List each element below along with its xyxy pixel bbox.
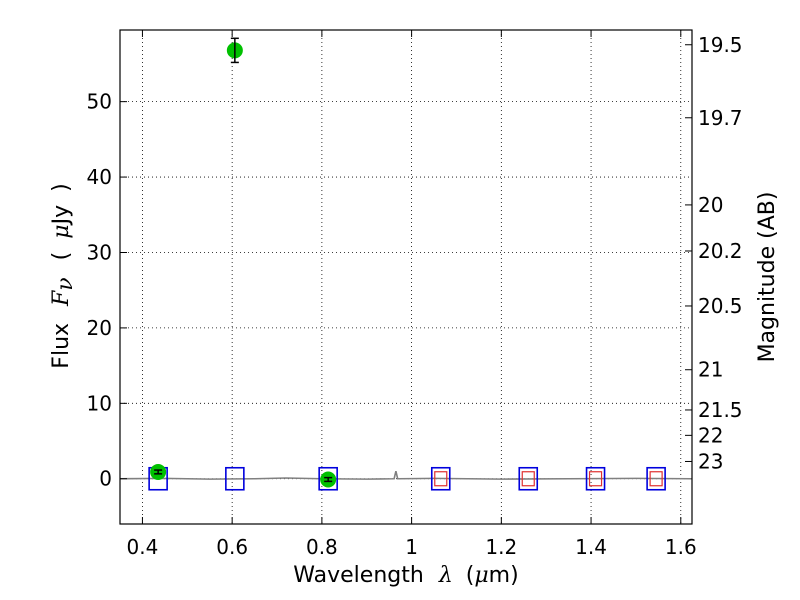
upper-limit-marker: [588, 471, 603, 487]
upper-limit-marker: [521, 471, 535, 487]
x-axis-title-prefix: Wavelength: [293, 563, 424, 588]
y-tick-label: 50: [87, 90, 112, 114]
model-photometry-marker: [646, 466, 666, 491]
model-spectrum-line: [119, 471, 693, 480]
y-axis-title-unit: Jy: [49, 205, 74, 227]
y2-tick-label: 19.7: [698, 106, 743, 130]
upper-limit-marker: [649, 471, 663, 487]
y-axis-title: Flux Fν ( μJy ): [49, 183, 78, 368]
y-tick-label: 10: [87, 391, 112, 415]
y-axis-title-symbol: F: [49, 290, 74, 307]
model-photometry-marker: [225, 466, 245, 491]
y-tick-label: 40: [87, 165, 112, 189]
x-tick-label: 0.8: [306, 535, 338, 559]
x-axis-title-unit: m: [489, 563, 510, 588]
x-tick-label: 1.2: [485, 535, 517, 559]
y-axis-title-subscript: ν: [53, 277, 78, 290]
y2-tick-label: 21: [698, 358, 723, 382]
upper-limit-marker: [434, 471, 448, 487]
x-tick-label: 1: [405, 535, 418, 559]
x-axis-title-mu: μ: [474, 563, 488, 588]
data-layer: [119, 37, 693, 491]
y2-tick-label: 19.5: [698, 33, 743, 57]
y-axis-title-prefix: Flux: [49, 323, 74, 369]
y2-tick-label: 20: [698, 193, 723, 217]
y-tick-label: 20: [87, 316, 112, 340]
y2-tick-label: 21.5: [698, 398, 743, 422]
y-tick-label: 0: [99, 467, 112, 491]
y-axis-title-open: (: [49, 252, 74, 261]
grid-lines: [120, 30, 692, 524]
model-photometry-marker: [318, 466, 338, 491]
model-photometry-marker: [585, 466, 606, 491]
y2-tick-label: 20.5: [698, 294, 743, 318]
x-axis-title-open: (: [466, 563, 475, 588]
x-tick-label: 1.6: [665, 535, 697, 559]
y-tick-label: 30: [87, 240, 112, 264]
plot-frame: [119, 29, 693, 525]
model-photometry-marker: [518, 466, 539, 491]
model-photometry-marker: [430, 466, 451, 491]
axis-ticks: 0.4 0.6 0.8 1 1.2 1.4 1.6 0 10 20 30 40 50 19.5 19.7 20…: [87, 30, 743, 559]
x-axis-title-close: ): [510, 563, 519, 588]
x-tick-label: 0.4: [127, 535, 159, 559]
y-axis-title-close: ): [49, 183, 74, 192]
y-axis-title-mu: μ: [49, 224, 74, 238]
x-axis-title: Wavelength λ (μm): [293, 563, 518, 588]
x-tick-label: 1.4: [575, 535, 607, 559]
x-tick-label: 0.6: [216, 535, 248, 559]
y2-tick-label: 20.2: [698, 239, 743, 263]
x-axis-title-lambda: λ: [438, 563, 453, 588]
y2-tick-label: 23: [698, 449, 723, 473]
y2-tick-label: 22: [698, 423, 723, 447]
y2-axis-title: Magnitude (AB): [755, 192, 780, 363]
